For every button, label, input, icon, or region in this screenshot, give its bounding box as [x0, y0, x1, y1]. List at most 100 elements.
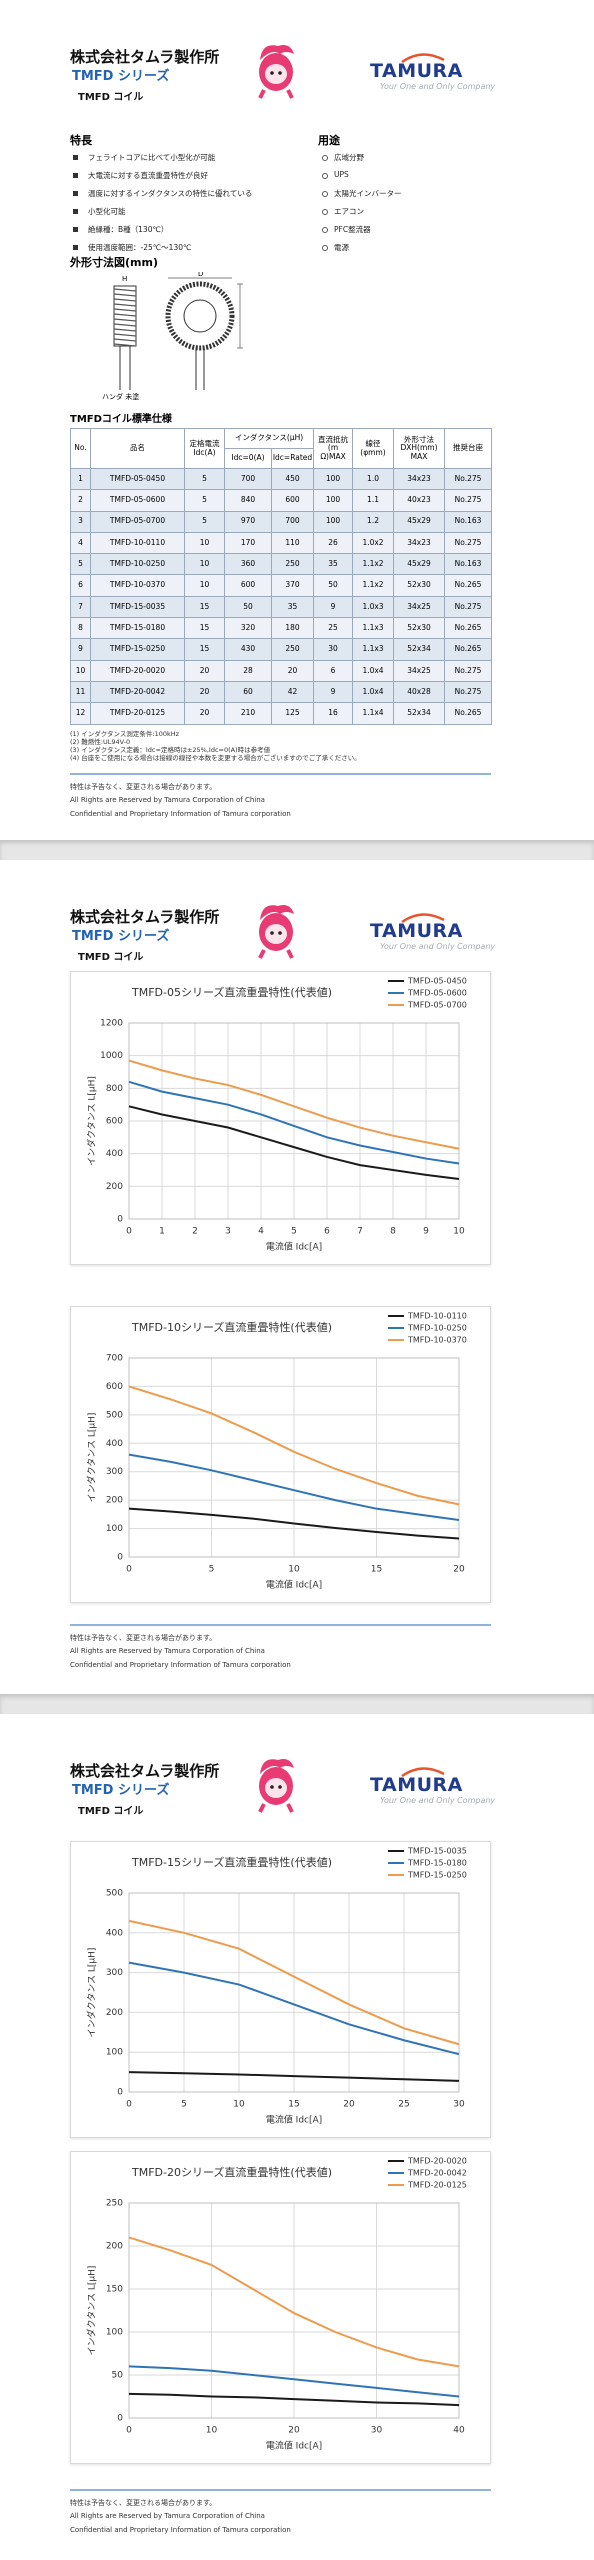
header-cell: 外形寸法 DXH(mm) MAX [393, 428, 446, 469]
application-item: PFC整流器 [334, 225, 371, 234]
table-cell: TMFD-20-0125 [90, 702, 185, 725]
note: (3) インダクタンス定義：Idc=定格時は±25%,Idc=0(A)時は参考値 [70, 746, 271, 754]
mascot-face [265, 1778, 287, 1798]
table-row: 6 TMFD-10-0370 10 600 370 50 1.1x2 52x30 No.265 [70, 574, 493, 597]
chart-frame [70, 1306, 491, 1603]
table-cell: 5 [184, 510, 225, 533]
product-name: TMFD コイル [78, 952, 144, 963]
series-name: TMFD シリーズ [72, 929, 170, 944]
mascot-eye [270, 71, 274, 75]
data-line [128, 2236, 460, 2368]
table-cell: 250 [270, 638, 315, 661]
x-tick-label: 30 [453, 2100, 465, 2110]
table-cell: 1 [70, 467, 91, 491]
table-cell: 60 [224, 680, 272, 704]
table-cell: 28 [224, 659, 272, 682]
header-row: No. 品名 定格電流 Idc(A) インダクタンス(μH) 直流抵抗 (m Ω)MAX… [70, 428, 493, 469]
y-tick-label: 0 [117, 1553, 123, 1563]
x-tick-label: 25 [398, 2100, 409, 2110]
table-cell: 25 [313, 617, 354, 640]
y-tick-label: 600 [106, 1117, 123, 1127]
legend-label: TMFD-10-0250 [407, 1324, 467, 1333]
table-cell: 16 [313, 702, 354, 725]
lead [119, 346, 131, 390]
table-cell: No.275 [444, 489, 493, 512]
table-cell: 1.2 [352, 510, 395, 533]
bullet-circle [322, 209, 328, 215]
feature-item: 絶縁種：B種（130℃） [88, 225, 169, 234]
y-tick-label: 200 [106, 1182, 123, 1192]
bullet-square [73, 173, 78, 178]
chart-title: TMFD-15シリーズ直流重畳特性(代表値) [131, 1855, 332, 1869]
winding [113, 293, 137, 297]
mascot-face [265, 924, 287, 944]
company-name: 株式会社タムラ製作所 [70, 908, 220, 926]
feature-item: 使用温度範囲：-25℃〜130℃ [88, 243, 192, 252]
y-tick-label: 400 [106, 1149, 123, 1159]
winding [113, 313, 137, 317]
table-cell: 1.1x2 [352, 574, 395, 597]
table-cell: 430 [224, 638, 272, 661]
table-cell: TMFD-10-0370 [90, 574, 185, 597]
legend-label: TMFD-20-0125 [407, 2181, 467, 2190]
table-cell: No.265 [444, 617, 493, 640]
table-cell: 9 [70, 638, 91, 661]
header-cell: 直流抵抗 (m Ω)MAX [313, 428, 354, 469]
bullet-circle [322, 173, 328, 179]
table-cell: TMFD-15-0180 [90, 617, 185, 640]
mascot-feet [258, 89, 294, 99]
application-item: 電源 [334, 243, 349, 252]
table-cell: 40x23 [393, 489, 446, 512]
table-cell: 1.1x3 [352, 638, 395, 661]
chart-frame [70, 2151, 491, 2464]
tagline: Your One and Only Company [380, 942, 496, 951]
mascot-feet [258, 949, 294, 959]
table-row: 2 TMFD-05-0600 5 840 600 100 1.1 40x23 No.275 [70, 489, 493, 512]
y-tick-label: 100 [106, 2048, 123, 2058]
table-cell: 360 [224, 553, 272, 576]
x-tick-label: 0 [126, 1565, 132, 1575]
bullet-square [73, 209, 78, 214]
table-row: 5 TMFD-10-0250 10 360 250 35 1.1x2 45x29 No.163 [70, 553, 493, 576]
table-cell: 1.0x4 [352, 659, 395, 682]
table-row: 8 TMFD-15-0180 15 320 180 25 1.1x3 52x30 No.265 [70, 617, 493, 640]
table-cell: TMFD-05-0450 [90, 467, 185, 491]
table-cell: 1.1x4 [352, 702, 395, 725]
plot-border [128, 1892, 460, 2093]
table-cell: 20 [184, 659, 225, 682]
table-cell: 10 [70, 659, 91, 682]
table-cell: 15 [184, 617, 225, 640]
page-separator [0, 1694, 594, 1714]
bullet-circle [322, 191, 328, 197]
y-axis-label: インダクタンス L[μH] [86, 1948, 98, 2038]
table-cell: 600 [224, 574, 272, 597]
y-tick-label: 200 [106, 1496, 123, 1506]
table-cell: No.163 [444, 510, 493, 533]
note: (1) インダクタンス測定条件:100kHz [70, 730, 180, 738]
table-cell: 20 [184, 702, 225, 725]
header-cell: Idc=Rated [270, 448, 315, 469]
table-cell: 45x29 [393, 553, 446, 576]
table-cell: No.265 [444, 574, 493, 597]
winding [113, 343, 137, 347]
x-axis-label: 電流値 Idc[A] [266, 2114, 322, 2126]
header-cell: 線径 (φmm) [352, 428, 395, 469]
table-cell: 5 [70, 553, 91, 576]
section-title: 特長 [70, 134, 92, 147]
table-cell: 125 [270, 702, 315, 725]
x-tick-label: 9 [423, 1227, 429, 1237]
y-tick-label: 200 [106, 2008, 123, 2018]
feature-item: 小型化可能 [88, 207, 126, 216]
table-row: 4 TMFD-10-0110 10 170 110 26 1.0x2 34x23 No.275 [70, 531, 493, 555]
table-cell: 210 [224, 702, 272, 725]
mascot-face [265, 64, 287, 84]
y-tick-label: 200 [106, 2242, 123, 2252]
footer-confidential: Confidential and Proprietary Information… [70, 2526, 291, 2534]
winding [113, 288, 137, 292]
logo: TAMURA [370, 60, 463, 82]
chart: TMFD-15シリーズ直流重畳特性(代表値) 0 100 200 300 400 500 0 5… [86, 1847, 467, 2126]
legend-label: TMFD-05-0700 [407, 1001, 467, 1010]
table-cell: No.163 [444, 553, 493, 576]
x-tick-label: 20 [343, 2100, 355, 2110]
x-tick-label: 0 [126, 2100, 132, 2110]
